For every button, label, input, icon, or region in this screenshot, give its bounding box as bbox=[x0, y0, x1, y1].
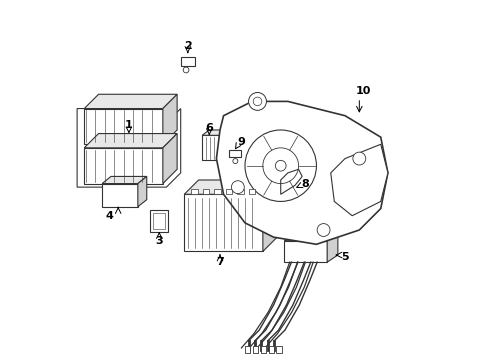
Text: 5: 5 bbox=[341, 252, 349, 262]
Circle shape bbox=[353, 152, 366, 165]
Bar bbox=[253, 346, 258, 353]
Bar bbox=[150, 210, 168, 232]
Bar bbox=[269, 346, 274, 353]
Polygon shape bbox=[84, 94, 177, 109]
Text: 3: 3 bbox=[155, 236, 163, 246]
Polygon shape bbox=[163, 94, 177, 144]
Polygon shape bbox=[217, 102, 388, 244]
Text: 6: 6 bbox=[205, 123, 213, 133]
Bar bbox=[276, 346, 282, 353]
Text: 9: 9 bbox=[238, 138, 245, 148]
Bar bbox=[214, 189, 220, 194]
Bar bbox=[192, 189, 198, 194]
Polygon shape bbox=[184, 180, 277, 194]
Bar bbox=[248, 189, 255, 194]
Bar bbox=[237, 189, 244, 194]
Text: 2: 2 bbox=[184, 41, 192, 51]
Circle shape bbox=[317, 224, 330, 237]
Polygon shape bbox=[163, 134, 177, 184]
Text: 4: 4 bbox=[105, 211, 113, 221]
Circle shape bbox=[231, 181, 245, 194]
Polygon shape bbox=[184, 194, 263, 251]
Text: 8: 8 bbox=[302, 179, 310, 189]
Bar bbox=[261, 346, 266, 353]
Polygon shape bbox=[281, 169, 302, 194]
Circle shape bbox=[248, 93, 267, 111]
Polygon shape bbox=[84, 109, 163, 144]
Polygon shape bbox=[84, 148, 163, 184]
Bar bbox=[245, 346, 250, 353]
Polygon shape bbox=[331, 144, 388, 216]
Polygon shape bbox=[263, 180, 277, 251]
Polygon shape bbox=[84, 134, 177, 148]
Polygon shape bbox=[202, 135, 222, 160]
Text: 1: 1 bbox=[125, 120, 133, 130]
Polygon shape bbox=[202, 130, 229, 135]
Polygon shape bbox=[284, 241, 327, 262]
Bar bbox=[229, 150, 242, 157]
Bar bbox=[203, 189, 209, 194]
Text: 10: 10 bbox=[355, 86, 370, 96]
Polygon shape bbox=[284, 234, 338, 241]
Bar bbox=[153, 213, 165, 229]
Circle shape bbox=[233, 158, 238, 163]
Circle shape bbox=[183, 67, 189, 73]
Bar bbox=[181, 57, 195, 66]
Polygon shape bbox=[102, 184, 138, 207]
Text: 7: 7 bbox=[216, 257, 224, 267]
Polygon shape bbox=[138, 176, 147, 207]
Bar bbox=[226, 189, 232, 194]
Polygon shape bbox=[102, 176, 147, 184]
Polygon shape bbox=[222, 130, 229, 160]
Polygon shape bbox=[327, 234, 338, 262]
